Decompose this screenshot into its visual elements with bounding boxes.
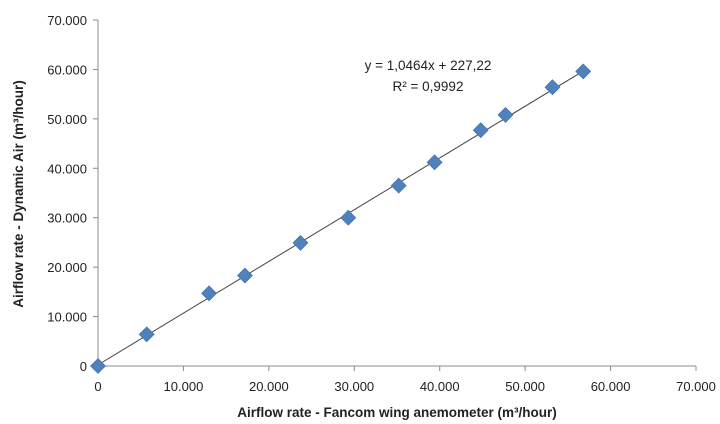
y-tick-label: 50.000	[47, 112, 87, 127]
data-point	[544, 79, 561, 96]
data-point	[201, 285, 217, 302]
trendline-equation: y = 1,0464x + 227,22	[365, 58, 492, 73]
plot-area: 0 10.000 20.000 30.000 40.000 50.000 60.000 70.…	[47, 13, 716, 394]
y-axis-title: Airflow rate - Dynamic Air (m³/hour)	[11, 80, 26, 308]
x-tick-label: 50.000	[505, 379, 545, 394]
y-tick-label: 0	[80, 359, 87, 374]
data-point	[575, 63, 592, 80]
data-point	[237, 267, 253, 284]
x-tick-label: 40.000	[420, 379, 460, 394]
data-point	[292, 234, 309, 251]
data-point	[138, 326, 155, 343]
y-axis-ticks: 0 10.000 20.000 30.000 40.000 50.000 60.000 70.…	[47, 13, 98, 374]
x-axis-title: Airflow rate - Fancom wing anemometer (m…	[237, 405, 557, 420]
x-tick-label: 70.000	[676, 379, 716, 394]
y-tick-label: 70.000	[47, 13, 87, 28]
x-tick-label: 10.000	[164, 379, 204, 394]
data-point	[497, 106, 514, 123]
x-tick-label: 0	[94, 379, 101, 394]
y-tick-label: 30.000	[47, 211, 87, 226]
x-tick-label: 30.000	[334, 379, 374, 394]
r-squared-label: R² = 0,9992	[393, 79, 464, 94]
data-point	[90, 358, 106, 374]
data-point	[426, 154, 443, 171]
y-tick-label: 20.000	[47, 260, 87, 275]
y-tick-label: 60.000	[47, 62, 87, 77]
linear-trendline	[97, 70, 584, 366]
data-point	[340, 209, 357, 226]
data-point	[390, 177, 407, 194]
x-tick-label: 20.000	[249, 379, 289, 394]
data-points	[90, 63, 592, 374]
x-tick-label: 60.000	[591, 379, 631, 394]
x-axis-ticks: 0 10.000 20.000 30.000 40.000 50.000 60.000 70.…	[94, 366, 716, 394]
y-tick-label: 10.000	[47, 310, 87, 325]
y-tick-label: 40.000	[47, 161, 87, 176]
data-point	[472, 122, 489, 139]
